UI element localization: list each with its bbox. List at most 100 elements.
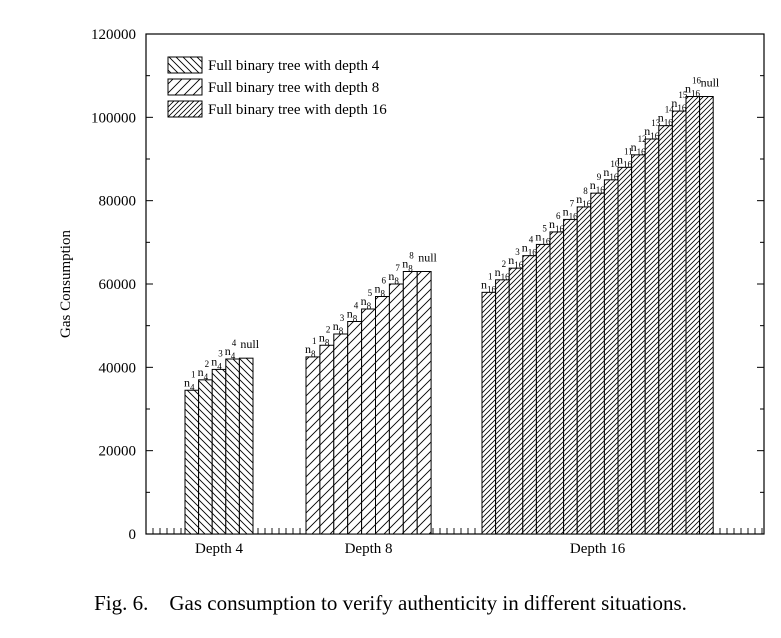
bar (211, 368, 227, 535)
bar-label-superscript: 7 (395, 263, 400, 273)
bar-label: null (240, 337, 259, 351)
bar-label-superscript: 2 (326, 324, 331, 334)
bar-label-superscript: 5 (368, 288, 373, 298)
bar (535, 243, 551, 535)
bar (576, 206, 592, 535)
bar-label: n8 (361, 294, 372, 311)
bar (416, 271, 432, 535)
bar-label: null (418, 251, 437, 265)
bar (305, 356, 321, 535)
y-tick-label: 20000 (99, 444, 137, 460)
legend-label-depth-16: Full binary tree with depth 16 (208, 102, 387, 118)
bar-label-superscript: 5 (542, 223, 547, 233)
bar-label: n4 (211, 354, 222, 371)
bar (225, 358, 240, 535)
bar (549, 231, 565, 535)
legend-swatch-depth-16 (167, 100, 203, 118)
x-group-label: Depth 16 (570, 541, 626, 557)
bar-label-superscript: 1 (191, 369, 196, 379)
bar (333, 333, 349, 535)
bar (347, 321, 363, 535)
bar-label-superscript: 12 (638, 134, 647, 144)
bar-label: n16 (590, 178, 606, 195)
bar (375, 296, 390, 535)
y-axis: 0 20000 40000 60000 80000 100000 120000 (91, 27, 764, 543)
bar (361, 308, 377, 535)
bar-label: n16 (495, 265, 511, 282)
bar (522, 255, 537, 535)
bar (402, 271, 418, 535)
bar (617, 166, 633, 535)
bar (495, 279, 510, 535)
bar-label: n4 (198, 365, 209, 382)
bar (671, 110, 687, 535)
bar-label-superscript: 1 (312, 336, 317, 346)
bar-label-superscript: 16 (692, 76, 702, 86)
bar-label-superscript: 7 (570, 198, 575, 208)
bar-label: n16 (617, 152, 633, 169)
bar-label-superscript: 8 (583, 186, 588, 196)
legend-swatch-depth-8 (167, 78, 203, 96)
bar (198, 379, 213, 535)
bar-label: n8 (347, 307, 358, 324)
y-tick-label: 0 (129, 527, 137, 543)
y-tick-label: 60000 (99, 277, 137, 293)
bar-label: n16 (535, 229, 551, 246)
bar-label: n8 (402, 257, 413, 274)
bar-label-superscript: 10 (610, 159, 620, 169)
bar-label-superscript: 13 (651, 118, 661, 128)
bar-label: n16 (549, 217, 565, 234)
bar-label: null (701, 76, 720, 90)
bar-label: n16 (508, 253, 524, 270)
bar-label-superscript: 4 (232, 338, 237, 348)
bar (590, 192, 605, 535)
legend-label-depth-8: Full binary tree with depth 8 (208, 80, 379, 96)
bar (508, 267, 524, 535)
bar (644, 138, 660, 535)
bar-label-superscript: 2 (205, 359, 210, 369)
bar (603, 179, 619, 535)
bar-label-superscript: 15 (678, 90, 688, 100)
bar-label: n16 (576, 192, 592, 209)
bar-label: n16 (481, 277, 497, 294)
bar-label: n8 (333, 319, 344, 336)
bar-label: n16 (522, 241, 538, 258)
legend: Full binary tree with depth 4 Full binar… (167, 56, 387, 118)
legend-label-depth-4: Full binary tree with depth 4 (208, 58, 380, 74)
gas-consumption-chart: 0 20000 40000 60000 80000 100000 120000 Gas Co… (58, 27, 765, 558)
bar (481, 291, 497, 535)
bar-label: n16 (671, 96, 687, 113)
bar-label: n8 (305, 342, 316, 359)
x-group-label: Depth 4 (195, 541, 243, 557)
bar-label: n16 (563, 204, 579, 221)
bar-label: n16 (685, 82, 701, 99)
bar (184, 389, 200, 535)
bar (319, 344, 335, 535)
y-tick-label: 100000 (91, 110, 136, 126)
y-tick-label: 120000 (91, 27, 136, 43)
bar (699, 96, 714, 535)
bar-label: n16 (644, 124, 660, 141)
bar-label-superscript: 3 (218, 348, 223, 358)
bar-label: n8 (388, 269, 399, 286)
bar-label: n16 (631, 140, 647, 157)
bar (658, 125, 673, 535)
x-group-label: Depth 8 (345, 541, 393, 557)
bar-label: n4 (225, 344, 236, 361)
bar (631, 154, 646, 535)
bar-label-superscript: 4 (354, 301, 359, 311)
bar-label-superscript: 1 (488, 271, 493, 281)
y-tick-label: 80000 (99, 194, 137, 210)
bar (238, 357, 254, 535)
bar (685, 96, 701, 535)
y-axis-label: Gas Consumption (58, 230, 74, 338)
bar-label: n8 (319, 330, 330, 347)
bar-label-superscript: 8 (409, 251, 414, 261)
bar-label: n16 (658, 111, 674, 128)
bar (563, 218, 578, 535)
bar-label-superscript: 14 (665, 105, 675, 115)
